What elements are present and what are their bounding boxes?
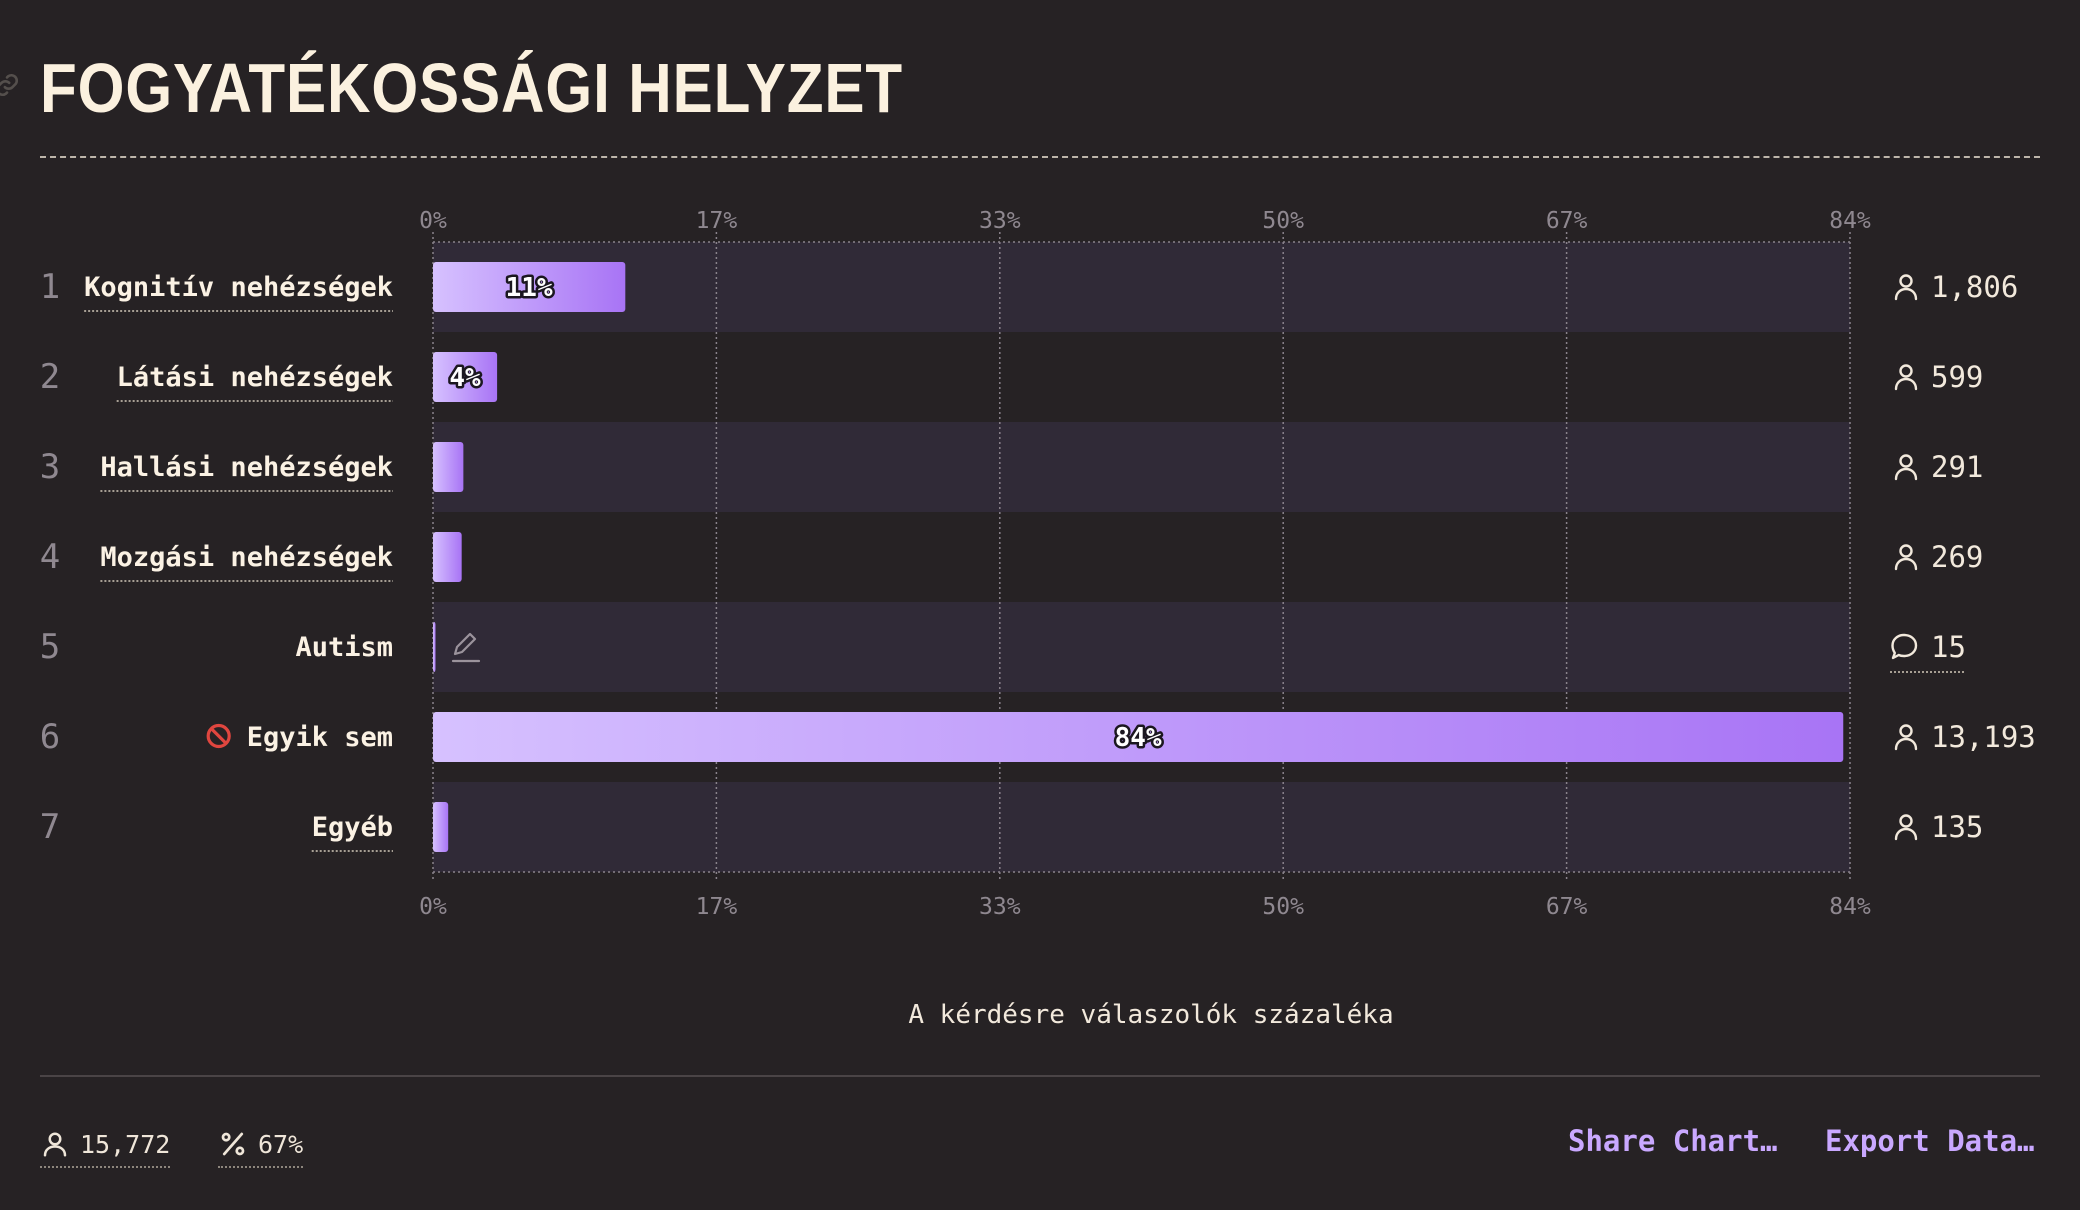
x-tick-label-bottom: 17% bbox=[696, 894, 738, 920]
user-icon bbox=[1894, 454, 1918, 481]
x-tick-label-top: 67% bbox=[1546, 208, 1588, 234]
percent-icon bbox=[221, 1132, 245, 1156]
title-divider bbox=[40, 156, 2040, 158]
bar bbox=[433, 352, 498, 402]
row-band bbox=[433, 422, 1850, 512]
x-tick-label-bottom: 33% bbox=[979, 894, 1021, 920]
pencil-icon[interactable] bbox=[451, 632, 481, 663]
bar bbox=[433, 802, 449, 852]
x-axis-title: A kérdésre válaszolók százaléka bbox=[908, 1000, 1394, 1030]
row-label: Autism bbox=[295, 632, 393, 663]
no-entry-icon bbox=[206, 723, 231, 749]
user-icon bbox=[1894, 724, 1918, 751]
row-label: Mozgási nehézségek bbox=[100, 542, 393, 573]
respondents-stat[interactable]: 15,772 bbox=[40, 1124, 171, 1168]
row-count: 599 bbox=[1931, 360, 1983, 394]
percent-stat[interactable]: 67% bbox=[218, 1124, 304, 1168]
bar bbox=[433, 532, 462, 582]
page-title: FOGYATÉKOSSÁGI HELYZET bbox=[40, 49, 903, 127]
row-label: Látási nehézségek bbox=[117, 362, 393, 393]
row-rank: 4 bbox=[40, 537, 60, 577]
user-icon bbox=[43, 1132, 67, 1157]
footer-divider bbox=[40, 1075, 2040, 1077]
row-label: Egyéb bbox=[312, 812, 393, 843]
row-count: 15 bbox=[1931, 630, 1966, 664]
bar-value-label: 4% bbox=[449, 363, 481, 393]
row-count: 135 bbox=[1931, 810, 1983, 844]
percent-value: 67% bbox=[258, 1129, 304, 1159]
x-tick-label-bottom: 84% bbox=[1829, 894, 1871, 920]
row-band bbox=[433, 602, 1850, 692]
user-icon bbox=[1894, 274, 1918, 301]
bar bbox=[433, 712, 1844, 762]
row-label: Hallási nehézségek bbox=[100, 452, 393, 483]
bar bbox=[433, 262, 626, 312]
x-tick-label-bottom: 50% bbox=[1262, 894, 1304, 920]
user-icon bbox=[1894, 544, 1918, 571]
bar-chart: 0% 0% 17% 17% 33% 33% 50% 50% 67% 67% 84% 84% 1 Kogni… bbox=[40, 208, 2036, 920]
x-tick-label-top: 84% bbox=[1829, 208, 1871, 234]
row-count: 13,193 bbox=[1931, 720, 2036, 754]
bar bbox=[433, 622, 436, 672]
row-rank: 2 bbox=[40, 357, 60, 397]
row-rank: 3 bbox=[40, 447, 60, 487]
row-label: Egyik sem bbox=[247, 722, 393, 753]
row-count: 291 bbox=[1931, 450, 1983, 484]
user-icon bbox=[1894, 814, 1918, 841]
bar-value-label: 84% bbox=[1115, 723, 1162, 753]
bar bbox=[433, 442, 464, 492]
x-tick-label-top: 33% bbox=[979, 208, 1021, 234]
comment-icon bbox=[1891, 633, 1918, 660]
export-data-button[interactable]: Export Data… bbox=[1825, 1124, 2035, 1158]
link-icon[interactable] bbox=[0, 72, 20, 98]
row-count: 269 bbox=[1931, 540, 1983, 574]
respondents-count: 15,772 bbox=[80, 1129, 171, 1159]
x-tick-label-top: 17% bbox=[696, 208, 738, 234]
x-tick-label-bottom: 0% bbox=[419, 894, 447, 920]
x-tick-label-bottom: 67% bbox=[1546, 894, 1588, 920]
row-label: Kognitív nehézségek bbox=[84, 272, 393, 303]
bar-value-label: 11% bbox=[506, 273, 553, 303]
row-rank: 6 bbox=[40, 717, 60, 757]
share-chart-button[interactable]: Share Chart… bbox=[1568, 1124, 1778, 1158]
user-icon bbox=[1894, 364, 1918, 391]
row-count: 1,806 bbox=[1931, 270, 2018, 304]
row-band bbox=[433, 242, 1850, 332]
x-tick-label-top: 50% bbox=[1262, 208, 1304, 234]
row-band bbox=[433, 782, 1850, 872]
row-rank: 5 bbox=[40, 627, 60, 667]
row-rank: 1 bbox=[40, 267, 60, 307]
x-tick-label-top: 0% bbox=[419, 208, 447, 234]
row-rank: 7 bbox=[40, 807, 60, 847]
